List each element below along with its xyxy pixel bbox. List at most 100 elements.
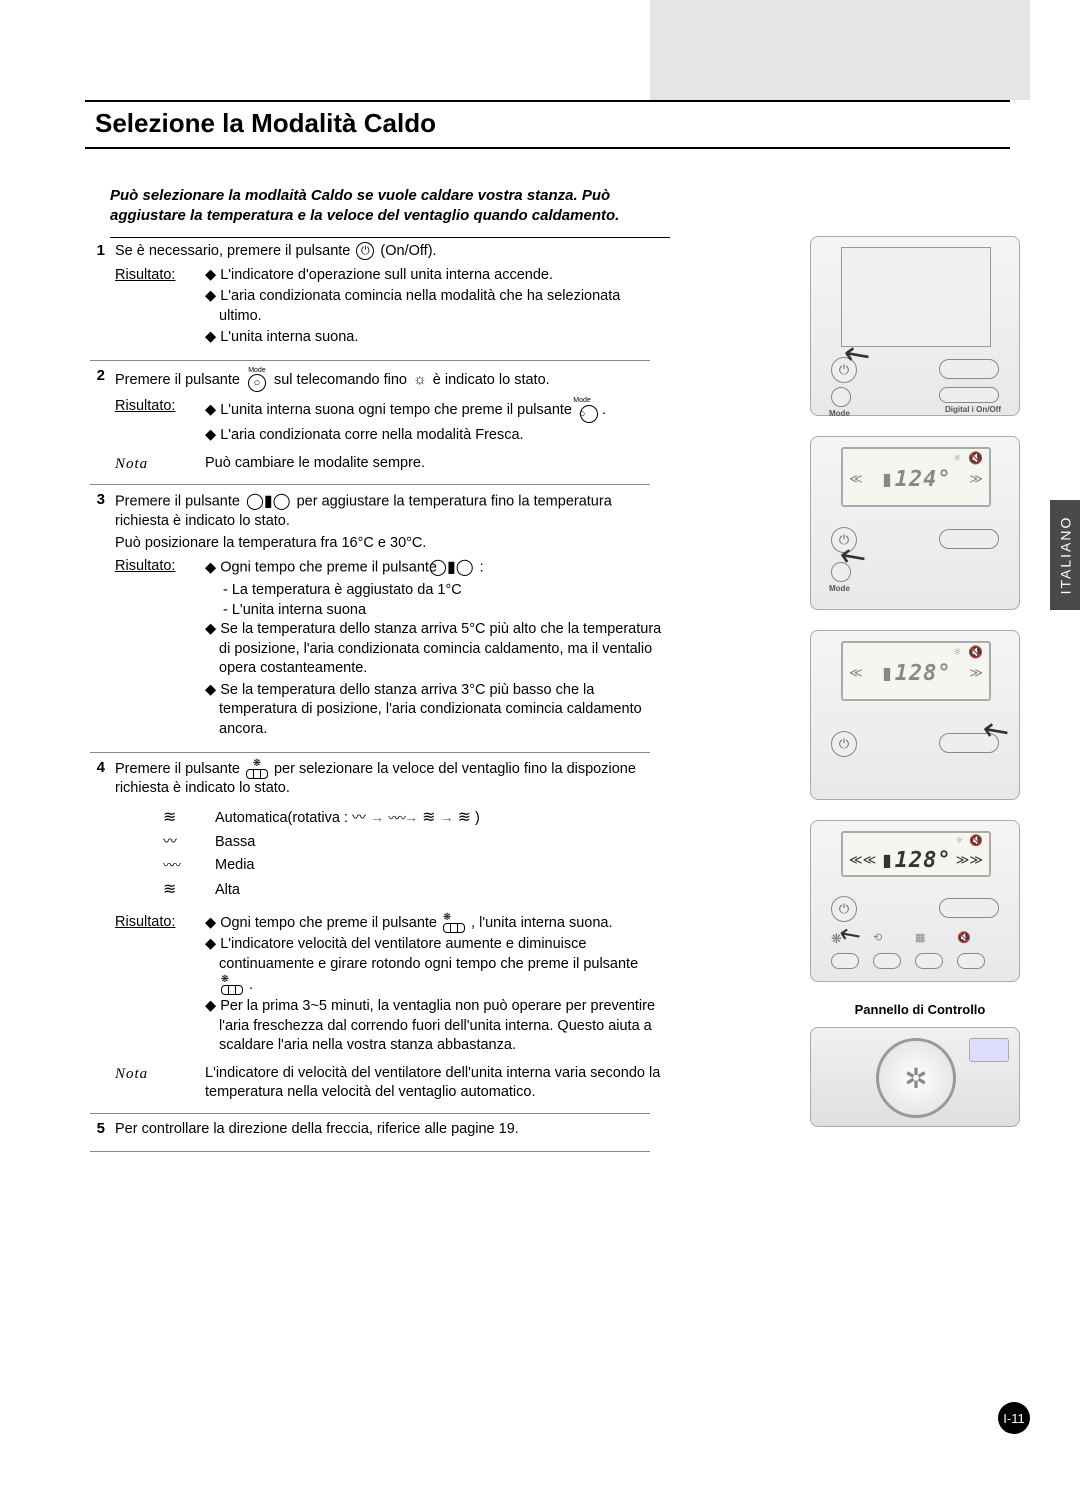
fan-bassa: Bassa xyxy=(215,831,255,854)
step1-result-1: L'indicatore d'operazione sull unita int… xyxy=(205,266,665,286)
step-num-2: 2 xyxy=(85,367,115,474)
lcd-temp-3: ▮128° xyxy=(880,661,951,686)
step-5: 5 Per controllare la direzione della fre… xyxy=(85,1114,665,1152)
remote-illustration-2: ☼ 🔇 ≪▮124°≫ ⏻ Mode ↖ xyxy=(810,436,1020,610)
step2-text: Premere il pulsante Mode○ sul telecomand… xyxy=(115,367,665,394)
step5-text: Per controllare la direzione della frecc… xyxy=(115,1120,665,1140)
lcd-temp-2: ▮124° xyxy=(880,467,951,492)
nota-label: Nota xyxy=(115,454,205,474)
arrow-icon xyxy=(440,810,454,826)
step2-text-b: sul telecomando fino xyxy=(270,372,411,388)
temp-buttons-icon: ◯▮◯ xyxy=(246,491,291,513)
step1-text-b: (On/Off). xyxy=(376,243,436,259)
fan-media: Media xyxy=(215,854,255,877)
lcd-temp-4: ▮128° xyxy=(880,848,951,873)
gray-shade-area xyxy=(650,0,1030,100)
wave-icon xyxy=(422,810,435,826)
mode-button-icon: Mode○ xyxy=(246,367,268,394)
control-panel-illustration: ✲ xyxy=(810,1027,1020,1127)
remote-power-btn: ⏻ xyxy=(831,731,857,757)
step3-result-1: Ogni tempo che preme il pulsante ◯▮◯ : xyxy=(205,557,665,579)
wave-icon-alta2 xyxy=(163,882,176,898)
remote-illustration-3: ☼ 🔇 ≪▮128°≫ ⏻ ↖ xyxy=(810,630,1020,800)
step4-result-1: Ogni tempo che preme il pulsante ❋ , l'u… xyxy=(205,913,665,933)
remote-temp-btns xyxy=(939,359,999,379)
wave-icon xyxy=(352,810,366,826)
step-4: 4 Premere il pulsante ❋ per selezionare … xyxy=(85,753,665,1113)
step-num-5: 5 xyxy=(85,1120,115,1142)
intro-block: Può selezionare la modlaità Caldo se vuo… xyxy=(110,186,670,238)
remote-small-btn xyxy=(831,953,859,969)
step-1: 1 Se è necessario, premere il pulsante ⏻… xyxy=(85,236,665,360)
remote-mode-label: Mode xyxy=(829,584,850,593)
divider xyxy=(90,1151,650,1152)
fan-button-icon: ❋ xyxy=(443,913,465,933)
step1-text: Se è necessario, premere il pulsante ⏻ (… xyxy=(115,242,665,262)
remote-small-btn xyxy=(873,953,901,969)
remote-digital-btn xyxy=(939,387,999,403)
fan-button-icon: ❋ xyxy=(246,759,268,779)
result-label: Risultato: xyxy=(115,397,205,447)
page-title: Selezione la Modalità Caldo xyxy=(85,102,1010,147)
step-num-1: 1 xyxy=(85,242,115,350)
fan-auto-row: Automatica(rotativa : ) xyxy=(215,805,480,831)
step4-result-3: Per la prima 3~5 minuti, la ventaglia no… xyxy=(205,997,665,1056)
remote-small-btn xyxy=(957,953,985,969)
step2-nota: Può cambiare le modalite sempre. xyxy=(205,454,665,474)
result-label: Risultato: xyxy=(115,266,205,350)
hand-pointer-icon: ↖ xyxy=(832,916,868,954)
wave-icon-alta xyxy=(163,810,176,826)
step3-result-3: Se la temperatura dello stanza arriva 3°… xyxy=(205,681,665,740)
step3-text-c: Può posizionare la temperatura fra 16°C … xyxy=(115,534,665,554)
step-3: 3 Premere il pulsante ◯▮◯ per aggiustare… xyxy=(85,485,665,752)
step1-result-2: L'aria condizionata comincia nella modal… xyxy=(205,287,665,326)
fan-alta: Alta xyxy=(215,879,240,902)
step3-dash-1: - La temperatura è aggiustato da 1°C xyxy=(205,581,665,601)
title-bar: Selezione la Modalità Caldo xyxy=(85,100,1010,149)
step4-nota: L'indicatore di velocità del ventilatore… xyxy=(205,1064,665,1103)
sun-icon xyxy=(413,370,427,391)
fan-button-icon: ❋ xyxy=(221,975,243,995)
step4-result-2: L'indicatore velocità del ventilatore au… xyxy=(205,935,665,995)
panel-caption: Pannello di Controllo xyxy=(810,1002,1030,1017)
step4-text: Premere il pulsante ❋ per selezionare la… xyxy=(115,759,665,799)
step-num-3: 3 xyxy=(85,491,115,742)
panel-lcd xyxy=(969,1038,1009,1062)
wave-icon-media xyxy=(163,857,175,873)
arrow-icon xyxy=(404,810,418,826)
power-icon: ⏻ xyxy=(356,242,374,260)
wave-icon xyxy=(388,810,400,826)
step2-result-1: L'unita interna suona ogni tempo che pre… xyxy=(205,397,665,424)
sidebar-remote-images: ⏻ ↖ Mode Digital i On/Off ☼ 🔇 ≪▮124°≫ ⏻ … xyxy=(810,236,1030,1127)
language-label: ITALIANO xyxy=(1057,516,1073,595)
remote-mode-label: Mode xyxy=(829,409,850,418)
mode-button-icon: Mode○ xyxy=(578,397,600,424)
remote-temp-btns xyxy=(939,529,999,549)
nota-label: Nota xyxy=(115,1064,205,1103)
temp-buttons-icon: ◯▮◯ xyxy=(443,557,474,579)
arrow-icon xyxy=(370,810,384,826)
remote-illustration-1: ⏻ ↖ Mode Digital i On/Off xyxy=(810,236,1020,416)
result-label: Risultato: xyxy=(115,557,205,741)
steps-content: 1 Se è necessario, premere il pulsante ⏻… xyxy=(85,236,665,1152)
remote-temp-btns xyxy=(939,898,999,918)
step3-dash-2: - L'unita interna suona xyxy=(205,601,665,621)
step1-text-a: Se è necessario, premere il pulsante xyxy=(115,243,354,259)
result-label: Risultato: xyxy=(115,913,205,1058)
step1-result-3: L'unita interna suona. xyxy=(205,328,665,348)
step-num-4: 4 xyxy=(85,759,115,1103)
intro-text: Può selezionare la modlaità Caldo se vuo… xyxy=(110,186,670,227)
step3-result-2: Se la temperatura dello stanza arriva 5°… xyxy=(205,620,665,679)
mode-label: Mode xyxy=(246,367,268,374)
remote-digital-label: Digital i On/Off xyxy=(945,405,1001,414)
step2-text-c: è indicato lo stato. xyxy=(429,372,550,388)
fan-dial-icon: ✲ xyxy=(876,1038,956,1118)
page-number-badge: I-11 xyxy=(998,1402,1030,1434)
wave-icon xyxy=(458,810,471,826)
remote-small-btn xyxy=(915,953,943,969)
step3-text-a: Premere il pulsante xyxy=(115,493,244,509)
fan-speed-table: Automatica(rotativa : ) Bassa Media xyxy=(163,805,665,904)
step3-text: Premere il pulsante ◯▮◯ per aggiustare l… xyxy=(115,491,665,532)
remote-illustration-4: ☼ 🔇 ≪≪▮128°≫≫ ⏻ ❋ ⟲ ▦ 🔇 ↖ xyxy=(810,820,1020,982)
step-2: 2 Premere il pulsante Mode○ sul telecoma… xyxy=(85,361,665,484)
